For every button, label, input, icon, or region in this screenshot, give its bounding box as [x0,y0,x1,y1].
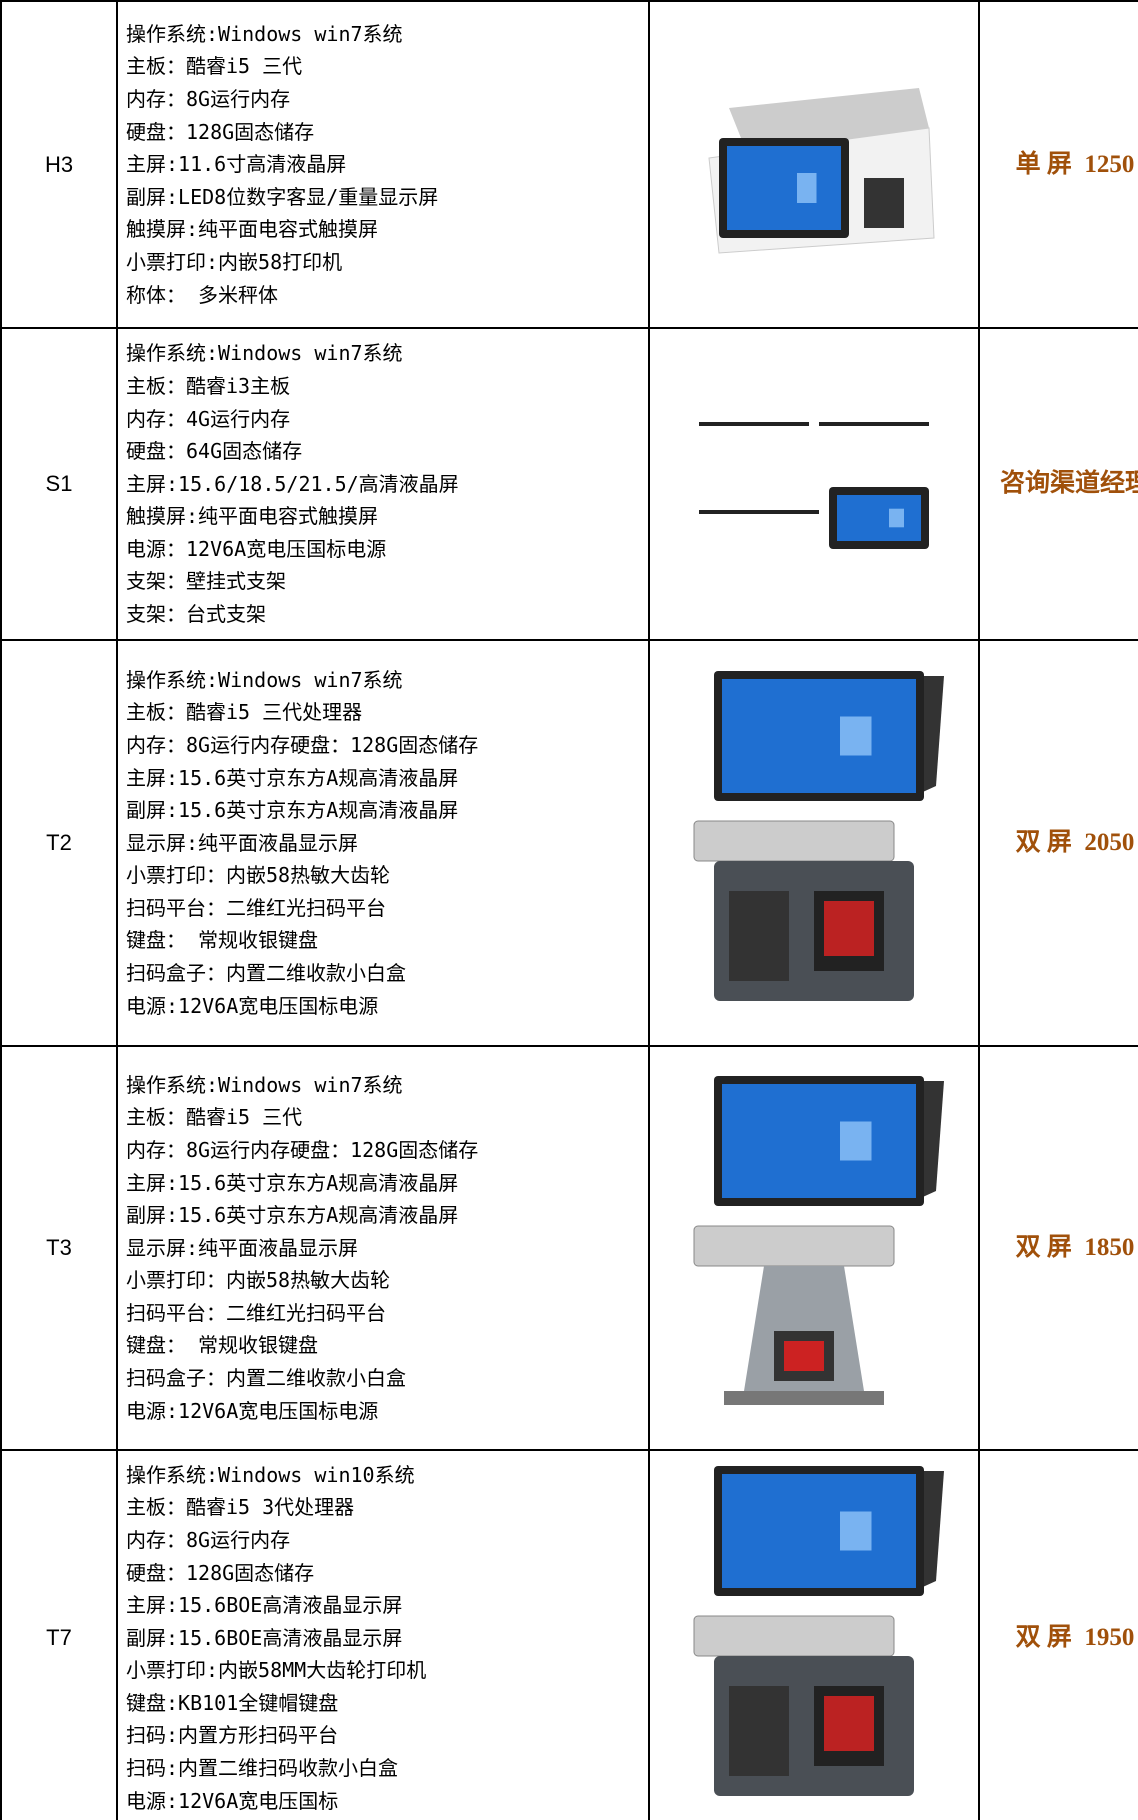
spec-cell: 操作系统:Windows win7系统主板：酷睿i5 三代内存：8G运行内存硬盘… [116,1045,650,1451]
spec-line: 主板：酷睿i5 3代处理器 [126,1495,355,1520]
spec-line: 小票打印:内嵌58MM大齿轮打印机 [126,1658,427,1683]
spec-line: 电源:12V6A宽电压国标电源 [126,993,379,1018]
product-image [648,1045,980,1451]
spec-line: 显示屏:纯平面液晶显示屏 [126,1235,359,1260]
spec-line: 操作系统:Windows win10系统 [126,1462,415,1487]
spec-line: 内存：8G运行内存 [126,87,291,112]
spec-line: 主屏:15.6英寸京东方A规高清液晶屏 [126,1170,459,1195]
product-image [648,0,980,329]
spec-line: 扫码盒子：内置二维收款小白盒 [126,1366,406,1391]
spec-line: 主屏:15.6英寸京东方A规高清液晶屏 [126,765,459,790]
spec-line: 主板：酷睿i3主板 [126,373,291,398]
spec-cell: 操作系统:Windows win10系统 主板：酷睿i5 3代处理器 内存：8G运行… [116,1449,650,1820]
spec-line: 扫码平台：二维红光扫码平台 [126,895,386,920]
spec-line: 扫码盒子：内置二维收款小白盒 [126,961,406,986]
spec-line: 触摸屏:纯平面电容式触摸屏 [126,504,379,529]
price-cell: 咨询渠道经理 [978,327,1138,641]
spec-line: 键盘： 常规收银键盘 [126,1333,319,1358]
spec-line: 内存：4G运行内存 [126,406,291,431]
product-row: T2 操作系统:Windows win7系统 主板：酷睿i5 三代处理器 内存：8G运… [0,639,1138,1047]
spec-line: 操作系统:Windows win7系统 [126,1072,403,1097]
spec-line: 主屏:11.6寸高清液晶屏 [126,152,347,177]
spec-line: 副屏:15.6英寸京东方A规高清液晶屏 [126,798,459,823]
model-cell: S1 [0,327,118,641]
spec-line: 硬盘：64G固态储存 [126,439,303,464]
spec-line: 操作系统:Windows win7系统 [126,667,403,692]
product-row: T7 操作系统:Windows win10系统 主板：酷睿i5 3代处理器 内存：8G… [0,1449,1138,1820]
spec-cell: 操作系统:Windows win7系统主板：酷睿i5 三代内存：8G运行内存硬盘… [116,0,650,329]
spec-line: 扫码:内置方形扫码平台 [126,1723,339,1748]
product-row: T3 操作系统:Windows win7系统 主板：酷睿i5 三代 内存：8G运行内存… [0,1045,1138,1451]
model-cell: T7 [0,1449,118,1820]
spec-line: 副屏:15.6BOE高清液晶显示屏 [126,1625,403,1650]
spec-line: 电源：12V6A宽电压国标电源 [126,536,387,561]
spec-line: 硬盘：128G固态储存 [126,1560,315,1585]
spec-line: 显示屏:纯平面液晶显示屏 [126,830,359,855]
product-image [648,639,980,1047]
spec-line: 小票打印：内嵌58热敏大齿轮 [126,863,391,888]
spec-line: 主板：酷睿i5 三代 [126,1105,303,1130]
spec-line: 主板：酷睿i5 三代 [126,54,303,79]
spec-line: 小票打印：内嵌58热敏大齿轮 [126,1268,391,1293]
spec-line: 内存：8G运行内存硬盘：128G固态储存 [126,732,479,757]
spec-line: 支架：壁挂式支架 [126,569,286,594]
spec-cell: 操作系统:Windows win7系统 主板：酷睿i3主板 内存：4G运行内存 硬盘：… [116,327,650,641]
spec-line: 内存：8G运行内存硬盘：128G固态储存 [126,1137,479,1162]
product-row: H3 操作系统:Windows win7系统 主板：酷睿i5 三代 内存：8G运行内存… [0,0,1138,329]
price-cell: 双 屏 1950 [978,1449,1138,1820]
price-cell: 双 屏 2050 [978,639,1138,1047]
spec-line: 主屏:15.6/18.5/21.5/高清液晶屏 [126,471,459,496]
spec-line: 支架：台式支架 [126,602,266,627]
spec-line: 电源:12V6A宽电压国标 [126,1788,339,1813]
spec-line: 键盘： 常规收银键盘 [126,928,319,953]
product-image [648,327,980,641]
spec-line: 操作系统:Windows win7系统 [126,341,403,366]
spec-line: 键盘:KB101全键帽键盘 [126,1690,339,1715]
spec-line: 小票打印:内嵌58打印机 [126,249,343,274]
spec-line: 副屏:15.6英寸京东方A规高清液晶屏 [126,1203,459,1228]
product-image [648,1449,980,1820]
spec-line: 触摸屏:纯平面电容式触摸屏 [126,217,379,242]
model-cell: H3 [0,0,118,329]
model-cell: T3 [0,1045,118,1451]
spec-line: 扫码:内置二维扫码收款小白盒 [126,1756,399,1781]
spec-line: 操作系统:Windows win7系统 [126,21,403,46]
spec-line: 硬盘：128G固态储存 [126,119,315,144]
model-cell: T2 [0,639,118,1047]
spec-line: 电源:12V6A宽电压国标电源 [126,1398,379,1423]
spec-line: 内存：8G运行内存 [126,1527,291,1552]
spec-line: 副屏:LED8位数字客显/重量显示屏 [126,184,439,209]
spec-line: 主板：酷睿i5 三代处理器 [126,700,363,725]
spec-line: 主屏:15.6BOE高清液晶显示屏 [126,1593,403,1618]
spec-line: 称体： 多米秤体 [126,282,279,307]
price-cell: 单 屏 1250 [978,0,1138,329]
product-row: S1 操作系统:Windows win7系统 主板：酷睿i3主板 内存：4G运行内存硬… [0,327,1138,641]
spec-cell: 操作系统:Windows win7系统 主板：酷睿i5 三代处理器内存：8G运行内… [116,639,650,1047]
price-cell: 双 屏 1850 [978,1045,1138,1451]
spec-line: 扫码平台：二维红光扫码平台 [126,1300,386,1325]
